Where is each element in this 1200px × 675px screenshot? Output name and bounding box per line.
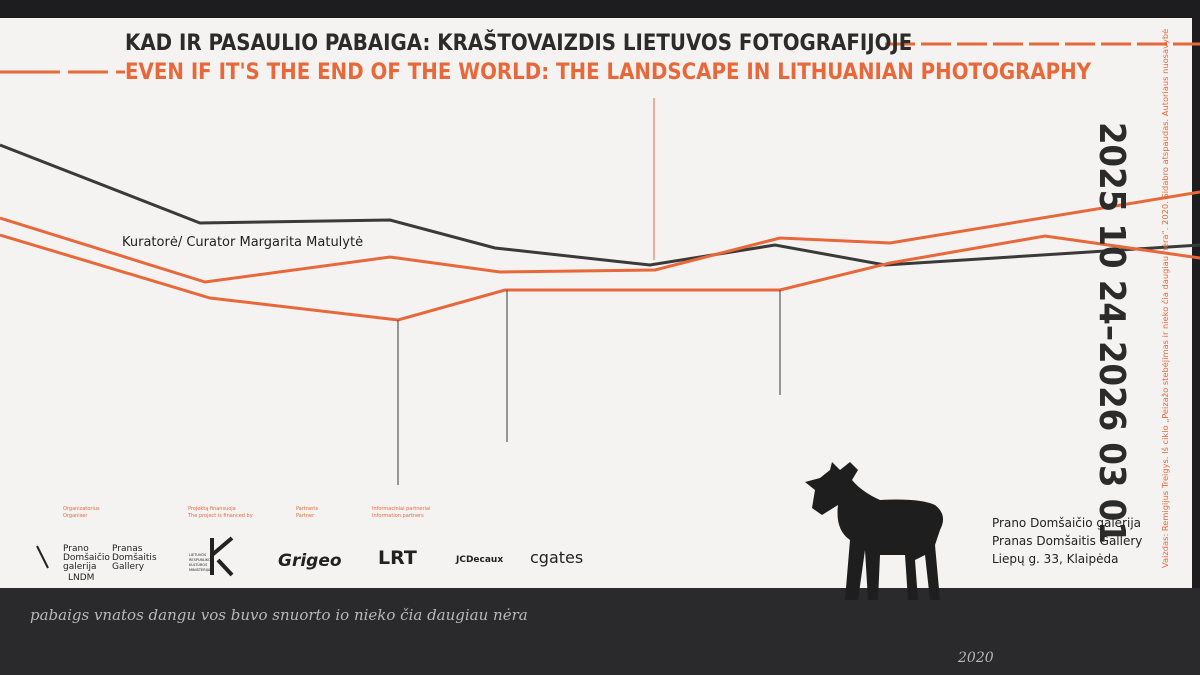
sponsor-label: Organizatorius <box>63 506 100 512</box>
handwriting-year: 2020 <box>957 650 994 666</box>
logo-text: Grigeo <box>278 551 342 571</box>
venue-line: Prano Domšaičio galerija <box>992 516 1141 530</box>
dates: 2025 10 24–2026 03 01 <box>1091 122 1132 544</box>
logo-text: Domšaitis <box>112 552 157 563</box>
logo-text: JCDecaux <box>455 555 503 565</box>
sponsor-label: Information partners <box>372 513 424 519</box>
logo-text: RESPUBLIKOS <box>189 558 214 562</box>
venue-line: Pranas Domšaitis Gallery <box>992 534 1142 548</box>
logo-text: LIETUVOS <box>189 553 207 557</box>
venue-line: Liepų g. 33, Klaipėda <box>992 552 1118 566</box>
decor-lines <box>0 42 1200 485</box>
sponsor-label: Partneris <box>296 506 319 512</box>
logo-text: Domšaičio <box>63 552 110 563</box>
title-en: EVEN IF IT'S THE END OF THE WORLD: THE L… <box>125 60 1092 85</box>
logo-text: LNDM <box>68 573 94 583</box>
logo-text: cgates <box>530 548 583 567</box>
sponsor-label: Partner <box>296 513 315 519</box>
curator: Kuratorė/ Curator Margarita Matulytė <box>122 235 363 250</box>
logo-mark <box>210 536 234 577</box>
sponsor-label: Projektą finansuoja <box>188 506 236 512</box>
venue: Prano Domšaičio galerija Pranas Domšaitis… <box>992 516 1142 566</box>
sponsor-label: The project is financed by <box>187 513 253 519</box>
title-lt: KAD IR PASAULIO PABAIGA: KRAŠTOVAIZDIS L… <box>125 30 912 56</box>
moose <box>805 462 944 600</box>
logo-text: galerija <box>63 562 96 572</box>
logo-text: LRT <box>378 547 417 569</box>
background <box>0 18 1192 598</box>
logo-mark <box>36 545 49 569</box>
logo-text: MINISTERIJA <box>189 568 211 572</box>
logo-text: Pranas <box>112 544 143 554</box>
sponsor-label: Organiser <box>63 513 88 519</box>
logo-text: KULTŪROS <box>189 562 208 567</box>
ground <box>0 588 1200 675</box>
sponsor-label: Informaciniai partneriai <box>372 506 431 512</box>
logo-text: Gallery <box>112 562 145 572</box>
handwriting: pabaigs vnatos dangu vos buvo snuorto io… <box>30 606 528 624</box>
credit: Vaizdas: Remigijus Treigys. Iš ciklo „Pe… <box>1160 29 1170 568</box>
logo-text: Prano <box>63 544 89 554</box>
